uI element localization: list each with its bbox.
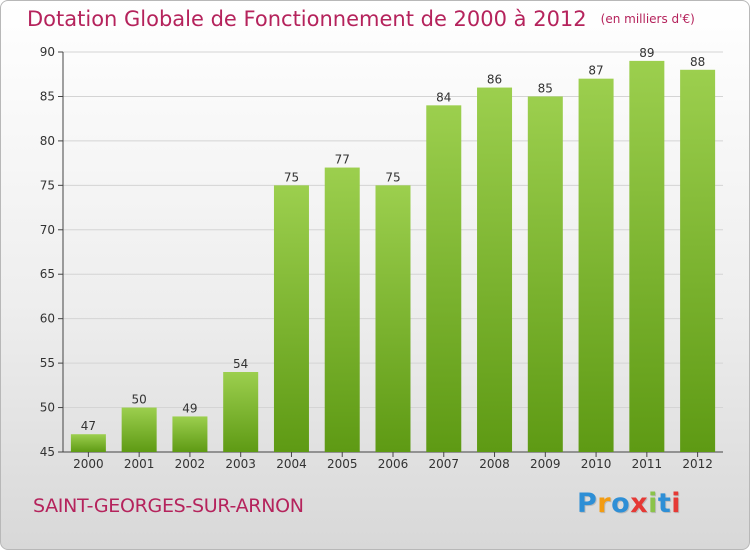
bar <box>680 69 716 453</box>
x-tick-label: 2005 <box>327 457 358 471</box>
x-tick-label: 2009 <box>530 457 561 471</box>
x-tick-label: 2003 <box>225 457 256 471</box>
logo-letter: t <box>657 488 672 519</box>
y-tick-label: 85 <box>40 89 55 103</box>
bar <box>375 185 411 453</box>
bar <box>527 96 563 452</box>
data-label: 47 <box>81 419 96 433</box>
data-label: 75 <box>385 170 400 184</box>
subtitle-text: (en milliers d'€) <box>600 12 695 26</box>
y-tick-label: 65 <box>40 267 55 281</box>
title-text: Dotation Globale de Fonctionnement de 20… <box>27 7 587 31</box>
y-tick-label: 45 <box>40 445 55 459</box>
x-tick-label: 2001 <box>124 457 155 471</box>
bar <box>70 434 106 452</box>
y-tick-label: 50 <box>40 401 55 415</box>
bar <box>629 60 665 453</box>
data-label: 50 <box>132 393 147 407</box>
x-tick-label: 2007 <box>428 457 459 471</box>
labels: 2000 47 2001 50 2002 49 2003 54 2004 75 2005 77 2006… <box>73 46 713 471</box>
data-label: 54 <box>233 357 248 371</box>
data-label: 86 <box>487 73 502 87</box>
x-tick-label: 2011 <box>632 457 663 471</box>
bar <box>223 372 259 452</box>
y-tick-label: 55 <box>40 356 55 370</box>
y-tick-label: 60 <box>40 312 55 326</box>
proxiti-logo: Proxiti <box>577 488 681 519</box>
logo-letter: x <box>630 488 649 519</box>
logo-letter: P <box>577 488 598 519</box>
bar <box>578 78 614 453</box>
logo-letter: i <box>648 488 658 519</box>
bar <box>426 105 462 452</box>
y-tick-label: 75 <box>40 178 55 192</box>
data-label: 89 <box>639 46 654 60</box>
x-tick-label: 2008 <box>479 457 510 471</box>
bar <box>273 185 309 453</box>
commune-name: SAINT-GEORGES-SUR-ARNON <box>33 495 304 517</box>
x-tick-label: 2006 <box>378 457 409 471</box>
x-tick-label: 2000 <box>73 457 104 471</box>
bar <box>121 407 157 452</box>
x-tick-label: 2012 <box>682 457 713 471</box>
y-tick-label: 70 <box>40 223 55 237</box>
bar <box>477 87 513 453</box>
logo-letter: r <box>597 488 612 519</box>
data-label: 88 <box>690 55 705 69</box>
x-tick-label: 2004 <box>276 457 307 471</box>
y-tick-label: 90 <box>40 45 55 59</box>
data-label: 84 <box>436 90 451 104</box>
data-label: 75 <box>284 170 299 184</box>
x-tick-label: 2010 <box>581 457 612 471</box>
logo-letter: i <box>671 488 682 519</box>
bars <box>70 60 716 453</box>
logo-letter: o <box>611 488 631 519</box>
data-label: 87 <box>588 64 603 78</box>
bar <box>324 167 360 453</box>
bar <box>172 416 208 452</box>
chart-title: Dotation Globale de Fonctionnement de 20… <box>27 7 695 31</box>
data-label: 85 <box>538 81 553 95</box>
x-tick-label: 2002 <box>175 457 206 471</box>
y-tick-label: 80 <box>40 134 55 148</box>
data-label: 49 <box>182 401 197 415</box>
data-label: 77 <box>335 153 350 167</box>
